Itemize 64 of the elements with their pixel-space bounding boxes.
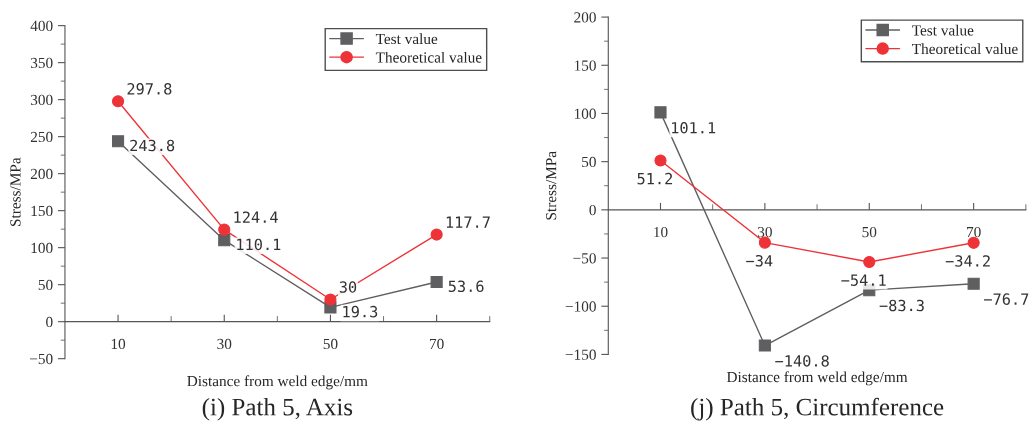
point [967,277,980,290]
data-label: −34.2 [945,255,990,267]
y-tick-label: 100 [31,242,53,254]
y-tick-label: 150 [574,60,596,71]
x-tick-label: 30 [217,338,232,350]
x-axis-title: Distance from weld edge/mm [726,371,908,386]
y-tick-label: 350 [30,57,53,69]
data-label: 110.1 [237,238,281,251]
y-tick-label: 300 [30,94,53,106]
y-axis-title: Stress/MPa [10,157,21,226]
point [218,223,231,236]
point [654,154,667,167]
y-tick-label: 50 [38,279,53,291]
legend-label: Test value [375,33,438,45]
y-tick-label: 200 [574,12,596,23]
x-tick-label: 10 [654,226,668,238]
data-label: −76.7 [984,293,1029,305]
point [654,106,667,119]
legend-label: Test value [912,24,974,36]
point [324,293,337,306]
y-tick-label: −50 [30,353,53,365]
data-label: 117.7 [446,216,490,228]
point [218,234,231,247]
legend-label: Theoretical value [375,51,482,63]
data-label: 19.3 [343,305,378,318]
data-label: −54.1 [841,274,886,286]
data-label: −83.3 [879,299,924,312]
point [758,339,771,352]
y-tick-label: 250 [30,131,53,143]
data-label: 243.8 [130,139,175,152]
text: (j) Path 5, Circumference [691,397,944,421]
data-label: 30 [339,281,357,293]
y-tick-label: 150 [31,205,53,217]
y-tick-label: 0 [589,204,596,216]
data-label: −34 [746,254,773,267]
point [111,95,125,108]
data-label: 124.4 [234,211,278,223]
data-label: −140.8 [775,355,829,367]
y-tick-label: 0 [46,316,53,328]
y-tick-label: 100 [574,108,596,119]
x-tick-label: 50 [862,226,877,238]
x-tick-label: 30 [757,226,772,238]
point [111,135,125,148]
x-tick-label: 50 [323,338,338,350]
y-tick-label: 200 [30,168,53,180]
x-tick-label: 10 [111,338,126,350]
data-label: 53.6 [448,280,484,293]
data-label: 101.1 [672,121,716,134]
point [430,228,443,241]
point [430,275,443,289]
y-tick-label: −100 [565,301,596,312]
point [863,255,876,269]
x-tick-label: 70 [430,338,444,350]
legend-label: Theoretical value [912,43,1018,55]
data-label: 297.8 [127,83,172,95]
y-tick-label: −50 [573,253,596,264]
y-tick-label: 400 [30,20,53,32]
x-axis-title: Distance from weld edge/mm [187,375,368,390]
y-tick-label: 50 [582,156,596,168]
text: (i) Path 5, Axis [202,397,353,421]
y-tick-label: −150 [565,349,596,360]
data-label: 51.2 [637,172,673,185]
y-axis-title: Stress/MPa [546,151,557,220]
x-tick-label: 70 [967,226,981,238]
